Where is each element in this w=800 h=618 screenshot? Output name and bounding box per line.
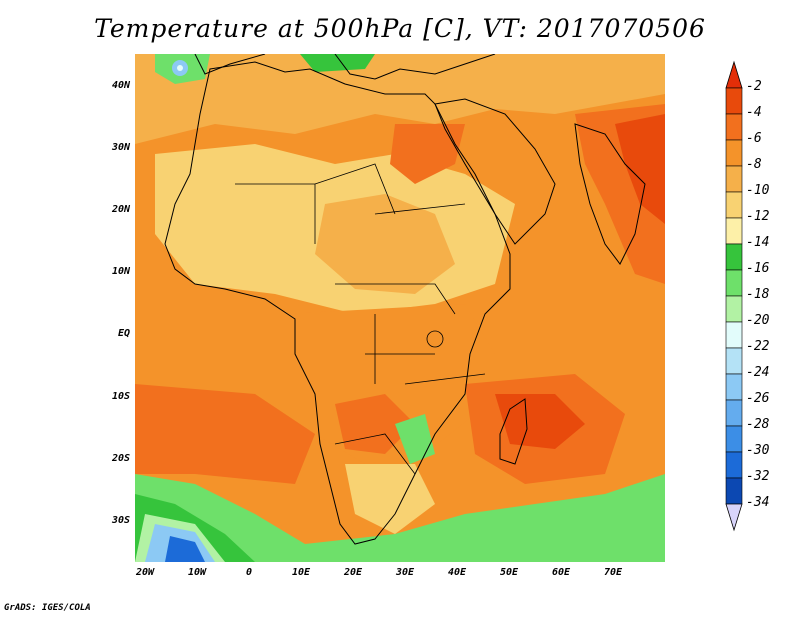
country-borders xyxy=(235,163,486,475)
credit-text: GrADS: IGES/COLA xyxy=(4,603,91,613)
sahel-zone xyxy=(315,194,455,294)
lat-tick: 20S xyxy=(111,453,130,464)
map-title: Temperature at 500hPa [C], VT: 201707050… xyxy=(94,14,706,43)
lat-tick: 10N xyxy=(111,266,130,277)
egypt-warm xyxy=(390,124,465,184)
nw-white xyxy=(177,65,183,71)
africa-coastline xyxy=(164,61,511,545)
europe-coastline xyxy=(194,54,496,80)
colorbar xyxy=(725,60,743,532)
colorbar-label: -2 xyxy=(746,79,762,94)
colorbar-swatch xyxy=(725,451,743,479)
colorbar-bottom-arrow xyxy=(725,503,743,532)
colorbar-swatch xyxy=(725,477,743,505)
colorbar-label: -14 xyxy=(746,235,770,250)
temperature-map xyxy=(135,54,665,562)
colorbar-label: -26 xyxy=(746,391,770,406)
lake-victoria xyxy=(426,330,444,348)
lon-tick: 60E xyxy=(551,567,571,578)
lon-tick: 30E xyxy=(395,567,415,578)
colorbar-swatch xyxy=(725,217,743,245)
colorbar-label: -32 xyxy=(746,469,770,484)
zambia-green xyxy=(395,414,435,464)
colorbar-label: -28 xyxy=(746,417,770,432)
colorbar-swatch xyxy=(725,399,743,427)
med-green xyxy=(300,54,375,72)
colorbar-swatch xyxy=(725,269,743,297)
colorbar-label: -24 xyxy=(746,365,770,380)
colorbar-label: -8 xyxy=(746,157,762,172)
colorbar-swatch xyxy=(725,425,743,453)
southern-green xyxy=(135,474,665,562)
colorbar-swatch xyxy=(725,87,743,115)
colorbar-label: -16 xyxy=(746,261,770,276)
lon-tick: 20E xyxy=(343,567,363,578)
lon-tick: 0 xyxy=(245,567,253,578)
lat-tick: 10S xyxy=(111,391,130,402)
lon-tick: 10W xyxy=(187,567,207,578)
colorbar-swatch xyxy=(725,139,743,167)
north-band xyxy=(135,54,665,144)
colorbar-label: -34 xyxy=(746,495,770,510)
lon-tick: 50E xyxy=(499,567,519,578)
colorbar-swatch xyxy=(725,113,743,141)
colorbar-label: -18 xyxy=(746,287,770,302)
colorbar-top-arrow xyxy=(725,60,743,89)
lat-tick: 30N xyxy=(111,142,130,153)
madagascar-coastline xyxy=(499,398,528,465)
colorbar-label: -10 xyxy=(746,183,770,198)
colorbar-swatch xyxy=(725,373,743,401)
india-hottest xyxy=(615,114,665,224)
angola-warm xyxy=(335,394,415,454)
map-canvas xyxy=(135,54,665,562)
colorbar-swatch xyxy=(725,191,743,219)
india-coastline xyxy=(574,123,646,265)
lat-tick: 30S xyxy=(111,515,130,526)
atlantic-warm xyxy=(135,384,315,484)
colorbar-label: -30 xyxy=(746,443,770,458)
arabia-coastline xyxy=(434,98,556,245)
lat-tick: 20N xyxy=(111,204,130,215)
lon-tick: 20W xyxy=(135,567,155,578)
colorbar-swatch xyxy=(725,295,743,323)
lat-tick: 40N xyxy=(111,80,130,91)
colorbar-label: -22 xyxy=(746,339,770,354)
colorbar-swatch xyxy=(725,347,743,375)
colorbar-label: -6 xyxy=(746,131,762,146)
lon-tick: 40E xyxy=(447,567,467,578)
colorbar-label: -4 xyxy=(746,105,762,120)
south-africa-mild xyxy=(345,464,435,534)
colorbar-swatch xyxy=(725,321,743,349)
madagascar-hottest xyxy=(495,394,585,449)
southern-dark-blue xyxy=(165,536,205,562)
lat-tick: EQ xyxy=(117,328,130,339)
colorbar-swatch xyxy=(725,165,743,193)
colorbar-swatch xyxy=(725,243,743,271)
lon-tick: 10E xyxy=(291,567,311,578)
colorbar-label: -12 xyxy=(746,209,770,224)
lon-tick: 70E xyxy=(603,567,623,578)
colorbar-label: -20 xyxy=(746,313,770,328)
